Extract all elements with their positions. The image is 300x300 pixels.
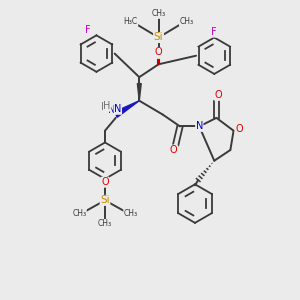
Text: Si: Si <box>100 195 110 206</box>
Text: O: O <box>170 145 177 155</box>
Text: CH₃: CH₃ <box>98 219 112 228</box>
Text: Si: Si <box>154 32 164 43</box>
Text: O: O <box>155 47 162 58</box>
Text: H: H <box>103 101 111 111</box>
Text: N: N <box>108 105 115 116</box>
Text: H₃C: H₃C <box>124 17 138 26</box>
Text: CH₃: CH₃ <box>124 209 138 218</box>
Text: CH₃: CH₃ <box>72 209 86 218</box>
Text: Si: Si <box>154 32 164 43</box>
Text: F: F <box>212 27 217 37</box>
Text: H: H <box>101 102 109 112</box>
Polygon shape <box>114 101 139 117</box>
Text: O: O <box>101 177 109 187</box>
Text: N: N <box>114 104 122 114</box>
Text: O: O <box>215 90 222 100</box>
Text: F: F <box>85 25 91 35</box>
Text: CH₃: CH₃ <box>179 17 194 26</box>
Polygon shape <box>137 84 141 101</box>
Text: N: N <box>196 122 203 131</box>
Text: CH₃: CH₃ <box>152 9 166 18</box>
Text: O: O <box>235 124 243 134</box>
